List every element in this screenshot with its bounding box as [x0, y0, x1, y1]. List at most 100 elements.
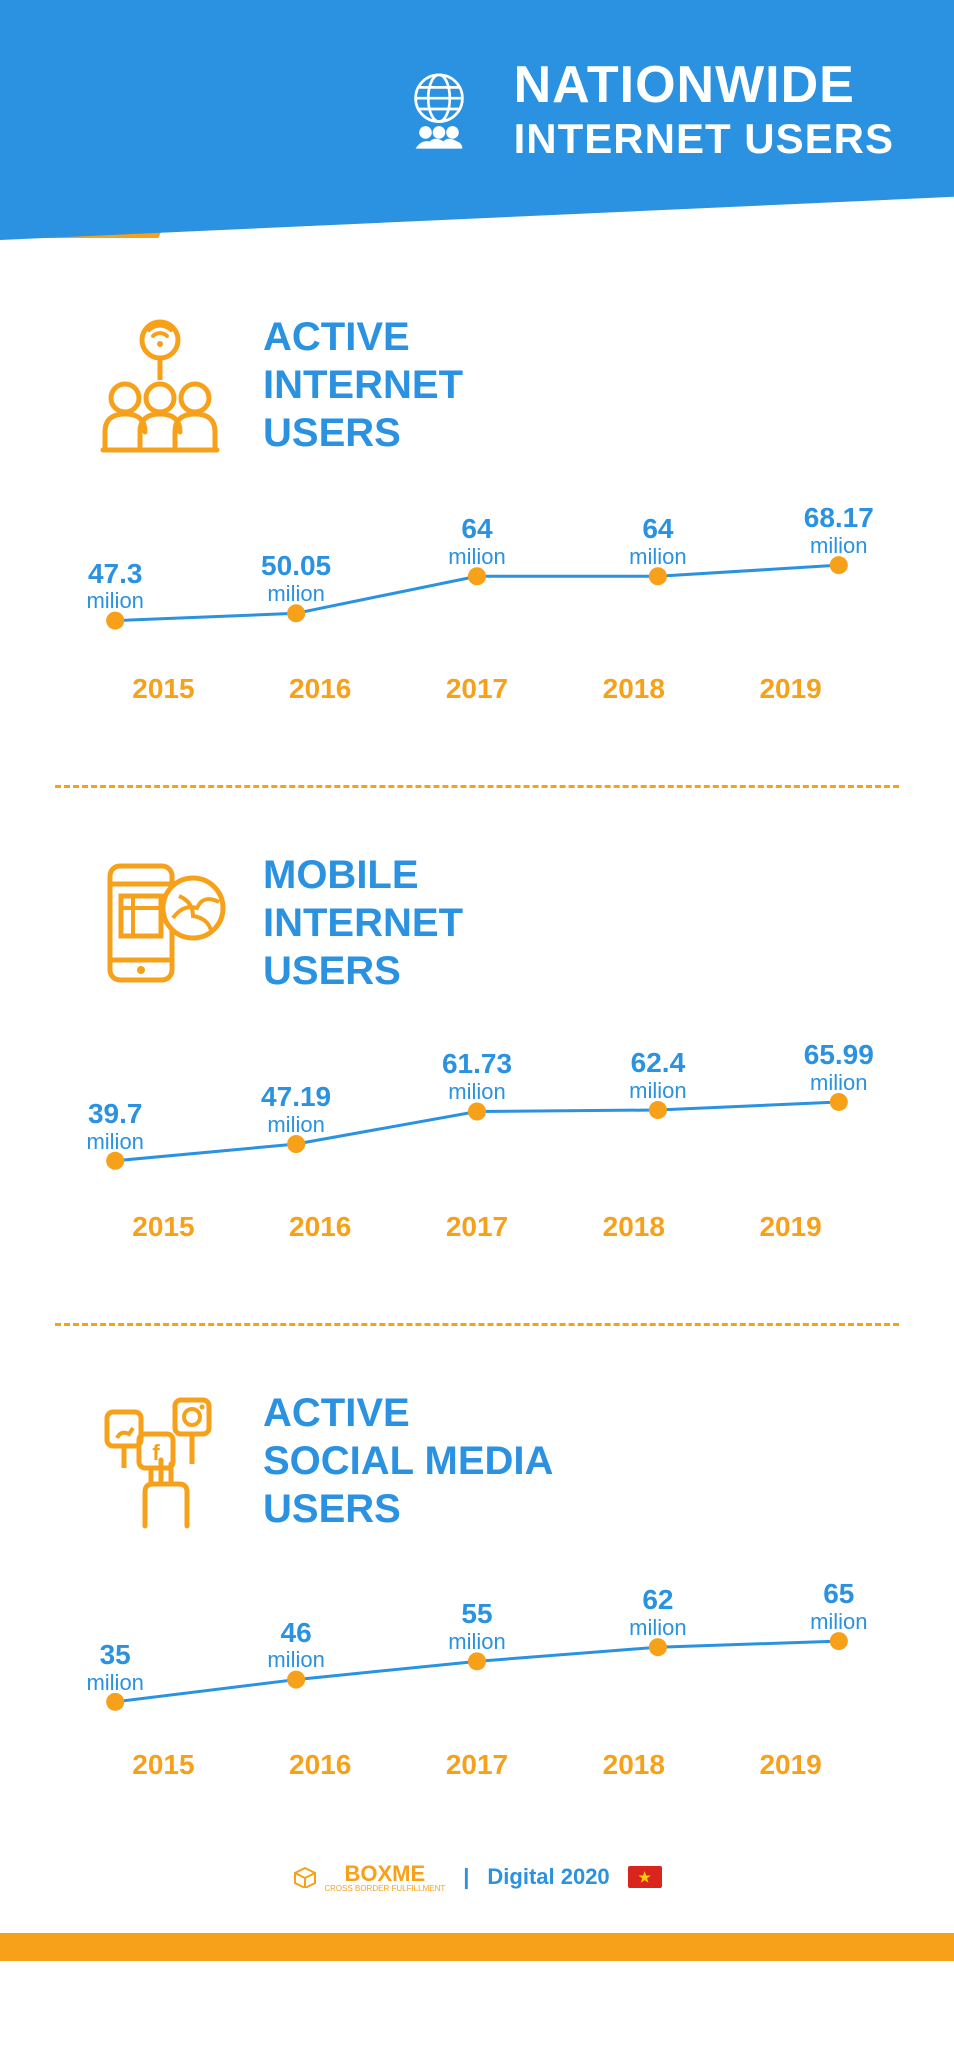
chart-x-label: 2019 — [712, 1211, 869, 1243]
chart-point-unit: milion — [629, 1079, 686, 1103]
chart-x-axis: 20152016201720182019 — [75, 655, 879, 705]
chart-point-unit: milion — [86, 1130, 143, 1154]
chart-point-value: 64 — [629, 514, 686, 545]
chart-x-label: 2015 — [85, 1749, 242, 1781]
chart-x-label: 2019 — [712, 1749, 869, 1781]
chart-point-unit: milion — [86, 1671, 143, 1695]
footer-separator: | — [463, 1864, 469, 1890]
chart-point-label: 62.4milion — [629, 1048, 686, 1103]
chart-point-label: 65milion — [810, 1579, 867, 1634]
footer-brand-tagline: CROSS BORDER FULFILLMENT — [324, 1884, 445, 1893]
chart-point-value: 55 — [448, 1599, 505, 1630]
line-chart: 35milion46milion55milion62milion65milion… — [55, 1571, 899, 1791]
social-hand-icon: f — [85, 1386, 235, 1536]
line-chart: 39.7milion47.19milion61.73milion62.4mili… — [55, 1033, 899, 1253]
chart-point-value: 65 — [810, 1579, 867, 1610]
section-header: f ACTIVESOCIAL MEDIAUSERS — [55, 1386, 899, 1536]
chart-point-label: 64milion — [629, 514, 686, 569]
chart-point-label: 68.17milion — [804, 503, 874, 558]
chart-point-unit: milion — [804, 534, 874, 558]
chart-x-label: 2017 — [399, 673, 556, 705]
section-title: ACTIVEINTERNETUSERS — [263, 313, 463, 457]
chart-point-value: 64 — [448, 514, 505, 545]
infographic-page: NATIONWIDE INTERNET USERS ACTIVEINTERNET… — [0, 0, 954, 1961]
chart-point-unit: milion — [448, 545, 505, 569]
chart-point-value: 62 — [629, 1585, 686, 1616]
chart-point-value: 47.3 — [86, 559, 143, 590]
chart-point-label: 50.05milion — [261, 551, 331, 606]
chart-value-labels: 35milion46milion55milion62milion65milion — [75, 1571, 879, 1731]
chart-value-labels: 39.7milion47.19milion61.73milion62.4mili… — [75, 1033, 879, 1193]
chart-point-label: 39.7milion — [86, 1099, 143, 1154]
footer-content: BOXME CROSS BORDER FULFILLMENT | Digital… — [292, 1861, 661, 1893]
chart-point-label: 61.73milion — [442, 1049, 512, 1104]
footer-bar — [0, 1933, 954, 1961]
footer-brand-name: BOXME — [344, 1861, 425, 1886]
chart-point-value: 47.19 — [261, 1082, 331, 1113]
line-chart: 47.3milion50.05milion64milion64milion68.… — [55, 495, 899, 715]
wifi-people-icon — [85, 310, 235, 460]
page-header: NATIONWIDE INTERNET USERS — [0, 0, 954, 280]
header-subtitle: INTERNET USERS — [514, 115, 894, 163]
chart-x-label: 2017 — [399, 1749, 556, 1781]
chart-point-unit: milion — [261, 1113, 331, 1137]
chart-x-label: 2019 — [712, 673, 869, 705]
chart-point-value: 50.05 — [261, 551, 331, 582]
chart-point-label: 64milion — [448, 514, 505, 569]
chart-point-label: 62milion — [629, 1585, 686, 1640]
chart-point-unit: milion — [86, 589, 143, 613]
chart-point-label: 46milion — [267, 1618, 324, 1673]
chart-point-label: 65.99milion — [804, 1040, 874, 1095]
chart-point-unit: milion — [804, 1071, 874, 1095]
section-title: ACTIVESOCIAL MEDIAUSERS — [263, 1389, 553, 1533]
globe-users-icon — [394, 64, 484, 154]
section-social-media: f ACTIVESOCIAL MEDIAUSERS 35milion46mili… — [0, 1356, 954, 1831]
chart-point-unit: milion — [442, 1080, 512, 1104]
footer-brand: BOXME CROSS BORDER FULFILLMENT — [292, 1861, 445, 1893]
header-title: NATIONWIDE — [514, 55, 894, 115]
box-icon — [292, 1866, 318, 1888]
chart-point-unit: milion — [629, 545, 686, 569]
chart-x-label: 2015 — [85, 1211, 242, 1243]
page-footer: BOXME CROSS BORDER FULFILLMENT | Digital… — [0, 1831, 954, 1961]
footer-text: Digital 2020 — [487, 1864, 609, 1890]
section-header: ACTIVEINTERNETUSERS — [55, 310, 899, 460]
chart-point-unit: milion — [261, 582, 331, 606]
chart-point-value: 65.99 — [804, 1040, 874, 1071]
chart-point-label: 35milion — [86, 1640, 143, 1695]
chart-point-unit: milion — [448, 1630, 505, 1654]
chart-point-unit: milion — [810, 1610, 867, 1634]
chart-point-value: 61.73 — [442, 1049, 512, 1080]
chart-value-labels: 47.3milion50.05milion64milion64milion68.… — [75, 495, 879, 655]
section-header: MOBILEINTERNETUSERS — [55, 848, 899, 998]
section-mobile-internet: MOBILEINTERNETUSERS 39.7milion47.19milio… — [0, 818, 954, 1293]
section-divider — [55, 785, 899, 788]
section-active-internet: ACTIVEINTERNETUSERS 47.3milion50.05milio… — [0, 280, 954, 755]
chart-x-label: 2016 — [242, 1749, 399, 1781]
chart-point-value: 39.7 — [86, 1099, 143, 1130]
chart-x-axis: 20152016201720182019 — [75, 1731, 879, 1781]
chart-point-value: 68.17 — [804, 503, 874, 534]
chart-x-axis: 20152016201720182019 — [75, 1193, 879, 1243]
vietnam-flag-icon — [628, 1866, 662, 1888]
chart-x-label: 2018 — [555, 1211, 712, 1243]
chart-point-label: 47.3milion — [86, 559, 143, 614]
chart-point-value: 35 — [86, 1640, 143, 1671]
header-text: NATIONWIDE INTERNET USERS — [514, 55, 894, 163]
chart-point-value: 62.4 — [629, 1048, 686, 1079]
sections-container: ACTIVEINTERNETUSERS 47.3milion50.05milio… — [0, 280, 954, 1831]
chart-x-label: 2018 — [555, 673, 712, 705]
chart-x-label: 2015 — [85, 673, 242, 705]
chart-x-label: 2017 — [399, 1211, 556, 1243]
chart-point-label: 47.19milion — [261, 1082, 331, 1137]
mobile-globe-icon — [85, 848, 235, 998]
chart-x-label: 2016 — [242, 1211, 399, 1243]
chart-x-label: 2016 — [242, 673, 399, 705]
chart-point-unit: milion — [267, 1648, 324, 1672]
section-title: MOBILEINTERNETUSERS — [263, 851, 463, 995]
chart-point-unit: milion — [629, 1616, 686, 1640]
chart-point-value: 46 — [267, 1618, 324, 1649]
header-content: NATIONWIDE INTERNET USERS — [394, 55, 894, 163]
section-divider — [55, 1323, 899, 1326]
chart-x-label: 2018 — [555, 1749, 712, 1781]
